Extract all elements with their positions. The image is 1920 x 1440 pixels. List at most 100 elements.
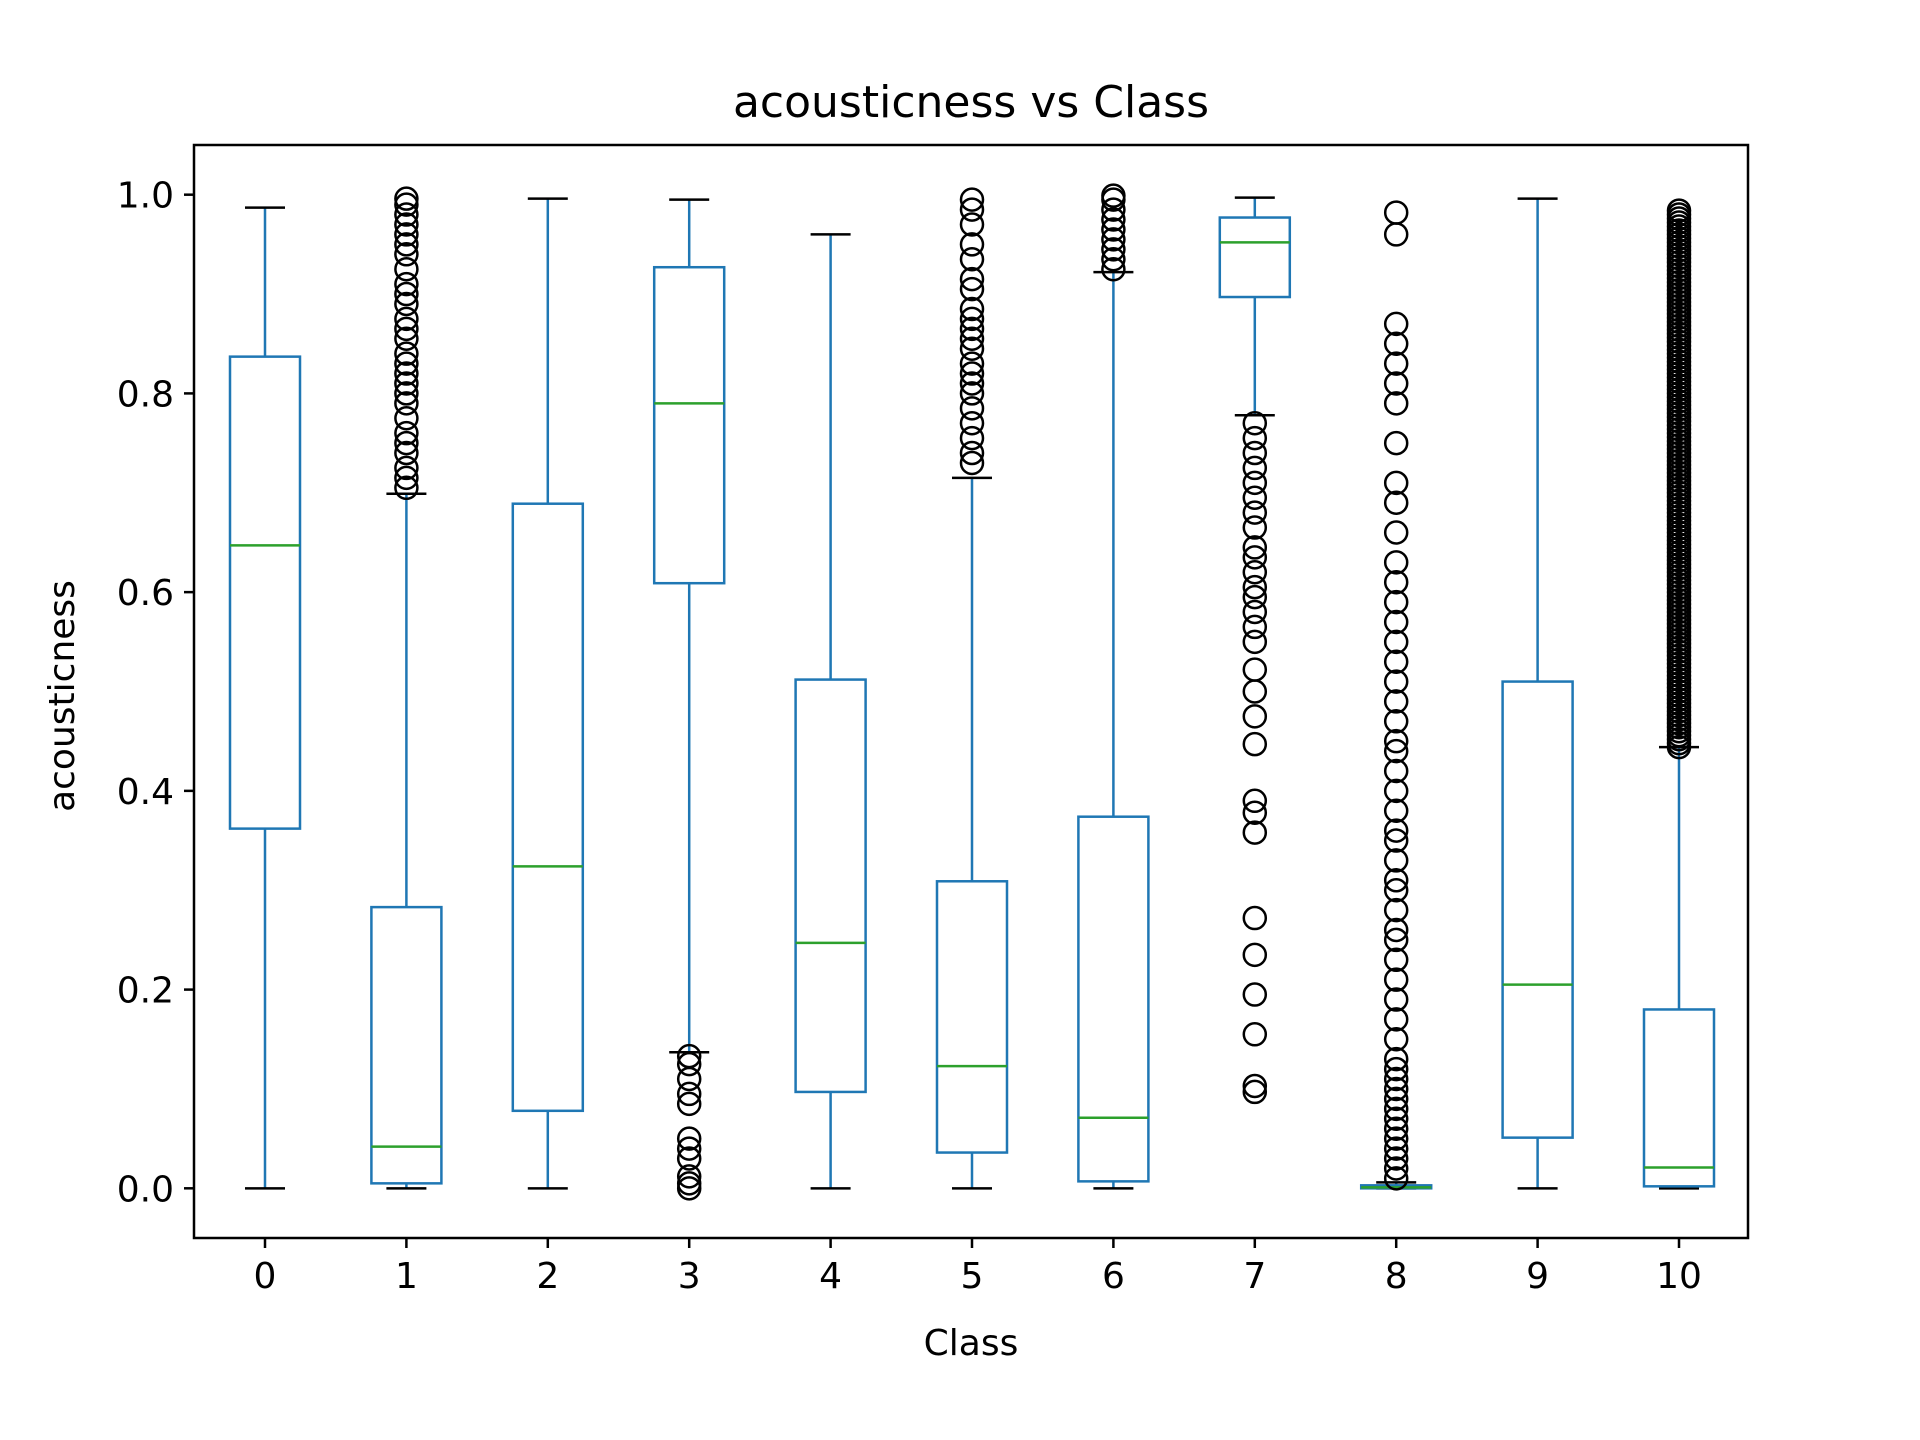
outlier-point <box>394 271 419 297</box>
outlier-point <box>1383 967 1409 992</box>
outlier-point <box>1242 800 1268 825</box>
outlier-point <box>676 1091 702 1117</box>
outlier-point <box>959 306 985 332</box>
outlier-point <box>1101 256 1126 282</box>
box-group-class-6 <box>1077 183 1150 1190</box>
outlier-point <box>1383 818 1409 843</box>
x-tick-label: 4 <box>819 1256 842 1297</box>
box-group-class-4 <box>794 233 867 1190</box>
outlier-point <box>1383 1156 1409 1181</box>
outlier-point <box>394 242 419 267</box>
outlier-point <box>394 232 419 257</box>
outlier-point <box>1383 877 1409 903</box>
outlier-point <box>1383 1106 1409 1132</box>
outlier-point <box>1101 207 1126 232</box>
outlier-point <box>1383 1066 1409 1092</box>
x-tick-label: 10 <box>1656 1256 1702 1297</box>
outlier-point <box>1101 247 1126 272</box>
outlier-point <box>1383 728 1409 754</box>
outlier-point <box>394 192 419 217</box>
chart-title: acousticness vs Class <box>733 77 1209 128</box>
x-tick-label: 3 <box>678 1256 701 1297</box>
outlier-point <box>676 1164 702 1189</box>
outlier-point <box>959 296 985 322</box>
outlier-point <box>1383 987 1409 1012</box>
outlier-point <box>959 276 985 302</box>
outlier-point <box>1383 669 1409 694</box>
outlier-point <box>959 247 985 272</box>
iqr-box <box>652 265 726 585</box>
y-axis-label: acousticness <box>42 580 83 812</box>
box-group-class-9 <box>1501 197 1574 1190</box>
outlier-point <box>394 212 419 237</box>
outlier-point <box>959 351 985 376</box>
outlier-point <box>959 212 985 237</box>
outlier-point <box>1242 455 1268 481</box>
outlier-point <box>676 1171 702 1196</box>
outlier-point <box>1242 515 1268 540</box>
outlier-point <box>959 187 985 212</box>
outlier-point <box>959 440 985 466</box>
outlier-point <box>394 371 419 396</box>
outlier-point <box>1383 1046 1409 1072</box>
outlier-point <box>1383 490 1409 515</box>
outlier-point <box>1242 1073 1268 1099</box>
outlier-point <box>1383 391 1409 416</box>
y-tick-label: 1.0 <box>117 176 174 217</box>
outlier-point <box>1242 614 1268 640</box>
x-axis-label: Class <box>924 1323 1019 1364</box>
outlier-point <box>1383 1146 1409 1171</box>
outlier-point <box>1383 629 1409 655</box>
outlier-point <box>1383 927 1409 953</box>
box-group-class-2 <box>511 197 585 1190</box>
outlier-point <box>676 1081 702 1107</box>
outlier-point <box>1242 425 1268 451</box>
x-tick-label: 0 <box>254 1256 277 1297</box>
outlier-point <box>1383 550 1409 575</box>
outlier-point <box>394 420 419 446</box>
box-group-class-8 <box>1359 200 1433 1191</box>
outlier-point <box>959 336 985 361</box>
outlier-point <box>1383 200 1409 225</box>
outlier-point <box>1383 1076 1409 1102</box>
outlier-point <box>394 202 419 227</box>
outlier-point <box>1242 905 1268 931</box>
outlier-point <box>1383 351 1409 376</box>
outlier-point <box>1242 982 1268 1007</box>
outlier-point <box>1101 197 1126 222</box>
outlier-point <box>1383 828 1409 853</box>
outlier-point <box>1101 183 1126 208</box>
outlier-point <box>1383 917 1409 943</box>
outlier-point <box>394 351 419 376</box>
outlier-point <box>676 1136 702 1161</box>
y-tick-label: 0.6 <box>117 573 174 614</box>
outlier-point <box>1101 217 1126 242</box>
outlier-point <box>676 1146 702 1171</box>
outlier-point <box>394 281 419 307</box>
outlier-point <box>959 425 985 451</box>
outlier-point <box>1242 820 1268 845</box>
y-tick-label: 0.0 <box>117 1169 174 1210</box>
outlier-point <box>1383 311 1409 337</box>
plot-frame <box>192 143 1750 1240</box>
outlier-point <box>1242 500 1268 525</box>
outlier-point <box>394 222 419 247</box>
outlier-point <box>1383 520 1409 545</box>
outlier-point <box>1242 470 1268 496</box>
outlier-point <box>1242 599 1268 625</box>
outlier-point <box>1242 584 1268 610</box>
outlier-point <box>959 450 985 476</box>
outlier-point <box>394 341 419 366</box>
outlier-point <box>1383 1086 1409 1112</box>
iqr-box <box>1218 216 1292 299</box>
outlier-point <box>959 410 985 436</box>
outlier-point <box>1383 430 1409 456</box>
iqr-box <box>228 355 302 830</box>
outlier-point <box>394 291 419 317</box>
outlier-point <box>676 1126 702 1151</box>
outlier-point <box>1242 535 1268 560</box>
outlier-point <box>959 381 985 406</box>
outlier-point <box>1383 848 1409 873</box>
outlier-point <box>1383 1096 1409 1122</box>
